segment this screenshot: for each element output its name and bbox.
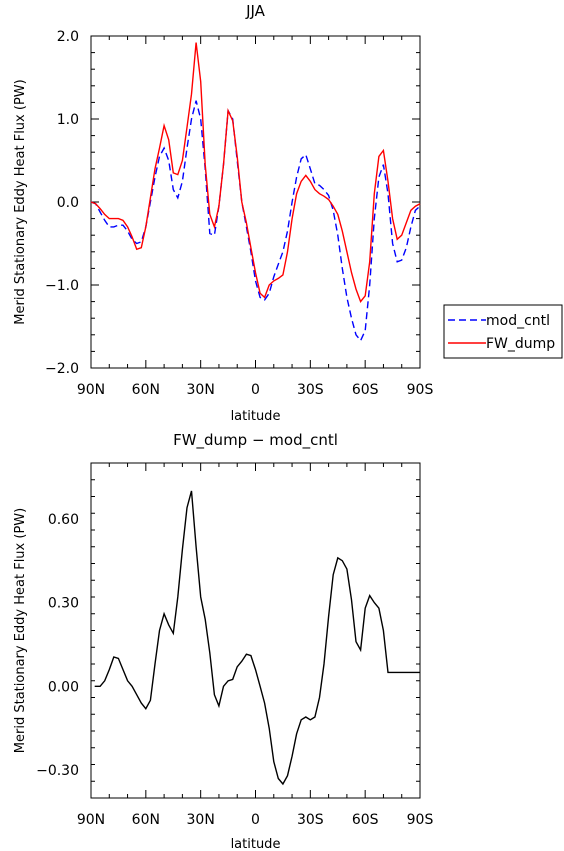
y-tick-label: 0.00 bbox=[48, 679, 79, 695]
series-line-FW_dump bbox=[90, 42, 421, 304]
legend: mod_cntl FW_dump bbox=[443, 304, 563, 359]
y-tick-label: 2.0 bbox=[57, 29, 79, 45]
x-tick-label: 60N bbox=[132, 812, 160, 828]
y-tick-label: 0.30 bbox=[48, 596, 79, 612]
x-tick-label: 90N bbox=[77, 382, 105, 398]
y-axis-label: Merid Stationary Eddy Heat Flux (PW) bbox=[13, 508, 28, 753]
x-tick-label: 30N bbox=[187, 382, 215, 398]
x-axis-label: latitude bbox=[231, 409, 281, 424]
y-tick-label: 0.60 bbox=[48, 512, 79, 528]
y-tick-label: −2.0 bbox=[45, 361, 79, 377]
x-tick-label: 90S bbox=[407, 812, 434, 828]
y-tick-label: −1.0 bbox=[45, 278, 79, 294]
y-tick-label: 1.0 bbox=[57, 112, 79, 128]
x-axis-label: latitude bbox=[231, 837, 281, 851]
x-tick-label: 90N bbox=[77, 812, 105, 828]
x-tick-label: 30N bbox=[187, 812, 215, 828]
x-tick-label: 90S bbox=[407, 382, 434, 398]
chart-title: JJA bbox=[245, 2, 266, 20]
y-axis-label: Merid Stationary Eddy Heat Flux (PW) bbox=[13, 79, 28, 324]
x-tick-label: 60N bbox=[132, 382, 160, 398]
plot-frame bbox=[90, 462, 421, 799]
series-line-0 bbox=[94, 490, 420, 786]
x-tick-label: 0 bbox=[251, 812, 260, 828]
chart-title: FW_dump − mod_cntl bbox=[173, 431, 338, 450]
x-tick-label: 30S bbox=[297, 382, 324, 398]
y-tick-label: 0.0 bbox=[57, 195, 79, 211]
legend-box bbox=[443, 304, 563, 359]
x-tick-label: 60S bbox=[352, 382, 379, 398]
x-tick-label: 0 bbox=[251, 382, 260, 398]
x-tick-label: 60S bbox=[352, 812, 379, 828]
legend-label: FW_dump bbox=[486, 336, 555, 352]
legend-label: mod_cntl bbox=[486, 313, 550, 329]
series-line-mod_cntl bbox=[90, 100, 421, 342]
chart-0: mod_cntl FW_dump bbox=[90, 35, 563, 369]
chart-1 bbox=[90, 462, 421, 799]
plot-frame bbox=[90, 35, 421, 369]
x-tick-label: 30S bbox=[297, 812, 324, 828]
y-tick-label: −0.30 bbox=[36, 763, 79, 779]
